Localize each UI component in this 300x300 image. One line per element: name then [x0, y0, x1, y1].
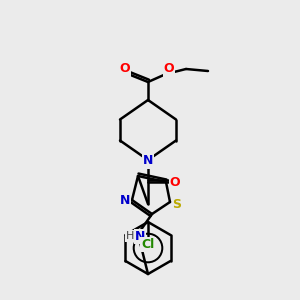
Text: N: N	[143, 154, 153, 167]
Text: S: S	[172, 197, 182, 211]
Text: Cl: Cl	[141, 238, 154, 250]
Text: N: N	[135, 230, 145, 242]
Text: N: N	[120, 194, 130, 206]
Text: O: O	[170, 176, 180, 188]
Text: O: O	[164, 62, 174, 76]
Text: H: H	[126, 231, 134, 241]
Text: O: O	[120, 62, 130, 76]
